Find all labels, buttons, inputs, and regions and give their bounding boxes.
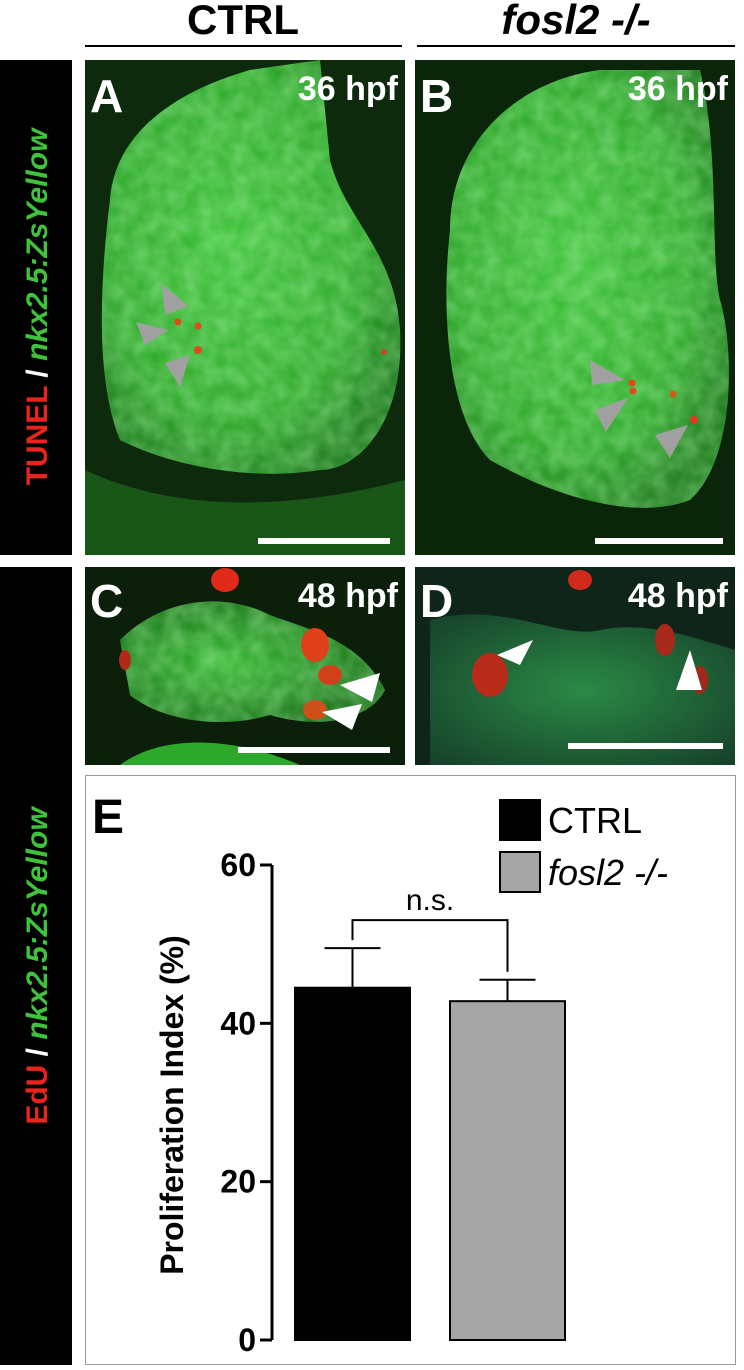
y-tick-label: 20: [220, 1164, 256, 1200]
panel-letter: E: [92, 791, 124, 844]
y-tick-label: 0: [238, 1322, 256, 1358]
significance-bracket: [351, 919, 509, 972]
micrograph: [415, 567, 735, 765]
panel-stage: 36 hpf: [628, 70, 729, 108]
separator: /: [21, 1047, 54, 1056]
y-tick-label: 40: [220, 1005, 256, 1041]
stain-label: EdU: [21, 1065, 54, 1125]
y-axis-label: Proliferation Index (%): [154, 935, 190, 1275]
separator: /: [21, 369, 54, 378]
panel-letter: C: [90, 575, 123, 627]
annotation: n.s.: [406, 884, 454, 917]
legend-label: fosl2 -/-: [548, 852, 668, 893]
panel-stage: 48 hpf: [298, 577, 399, 615]
panel-letter: B: [420, 70, 453, 122]
chart: 0 20 40 60 n.s. CTRL fosl2 -/-: [220, 799, 668, 1358]
micrograph: [415, 60, 735, 555]
bar: [294, 986, 411, 1341]
row-label-bar: [0, 567, 72, 1365]
column-header: CTRL: [187, 0, 299, 43]
bar: [449, 1000, 566, 1342]
reporter-label: nkx2.5:ZsYellow: [21, 806, 54, 1040]
stain-label: TUNEL: [21, 386, 54, 486]
legend-label: CTRL: [548, 800, 642, 841]
micrograph: [85, 567, 405, 765]
legend-swatch: [499, 851, 541, 893]
micrograph: [85, 60, 405, 555]
row-label: TUNEL / nkx2.5:ZsYellow: [21, 127, 54, 485]
column-header: fosl2 -/-: [501, 0, 650, 43]
y-tick-label: 60: [220, 847, 256, 883]
row-label: EdU / nkx2.5:ZsYellow: [21, 806, 54, 1125]
reporter-label: nkx2.5:ZsYellow: [21, 127, 54, 361]
row-label-bar: [0, 60, 72, 555]
panel-letter: D: [420, 575, 453, 627]
panel-stage: 48 hpf: [628, 577, 729, 615]
panel-stage: 36 hpf: [298, 70, 399, 108]
panel-letter: A: [90, 70, 123, 122]
legend-swatch: [499, 799, 541, 841]
